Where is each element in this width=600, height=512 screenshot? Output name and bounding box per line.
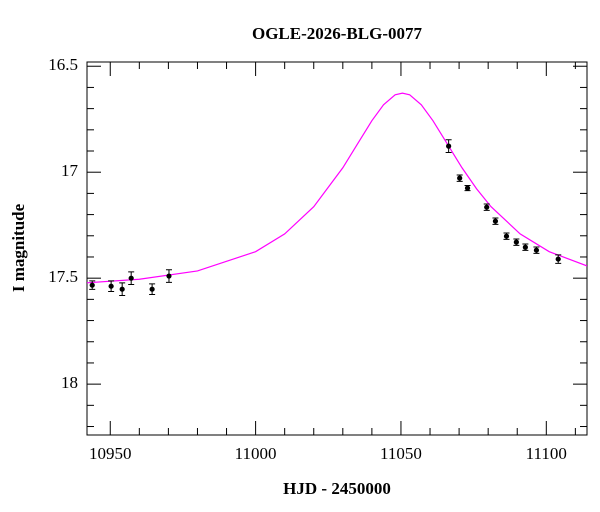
y-tick-label: 18 <box>61 373 78 392</box>
x-tick-label: 11050 <box>380 444 422 463</box>
data-point <box>484 204 490 210</box>
chart-title: OGLE-2026-BLG-0077 <box>252 24 423 43</box>
data-point <box>513 239 519 245</box>
data-point <box>446 143 452 149</box>
data-point <box>464 185 471 191</box>
y-axis-label: I magnitude <box>9 203 28 292</box>
data-point <box>108 283 114 289</box>
x-tick-label: 10950 <box>89 444 132 463</box>
data-point <box>119 286 125 292</box>
data-point <box>89 282 95 288</box>
y-tick-label: 17.5 <box>48 267 78 286</box>
data-point <box>503 233 510 239</box>
x-axis-label: HJD - 2450000 <box>283 479 391 498</box>
data-point <box>149 286 155 292</box>
model-curve <box>87 92 587 284</box>
data-point <box>166 273 172 279</box>
x-tick-label: 11000 <box>235 444 277 463</box>
plot-frame <box>86 61 588 436</box>
x-tick-label: 11100 <box>526 444 567 463</box>
data-point <box>522 244 528 250</box>
data-point <box>457 175 463 181</box>
y-tick-label: 16.5 <box>48 55 78 74</box>
data-point <box>533 247 540 253</box>
data-point <box>128 275 134 281</box>
data-point <box>555 256 561 262</box>
y-tick-label: 17 <box>61 161 79 180</box>
data-point <box>492 218 499 224</box>
